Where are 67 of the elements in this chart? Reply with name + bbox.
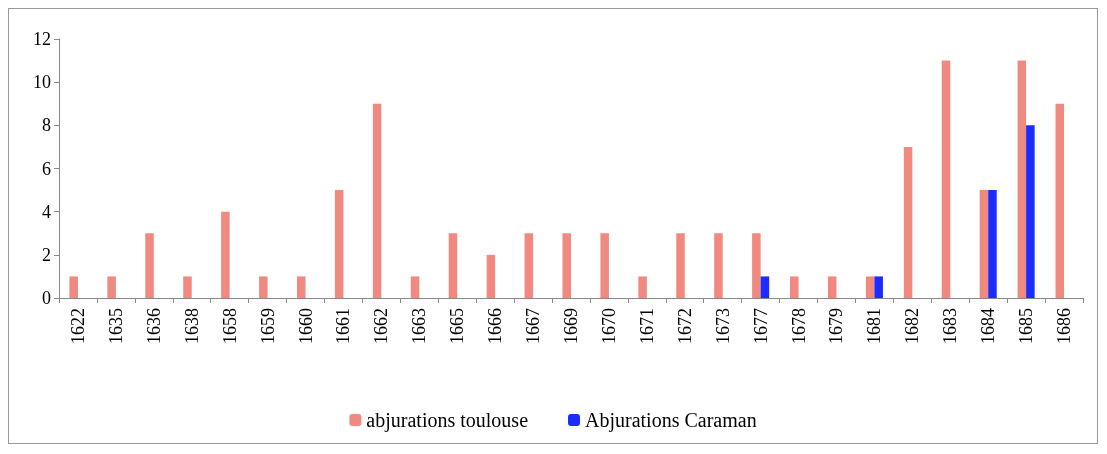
bar [69, 276, 78, 298]
bar [1055, 103, 1065, 298]
y-tick-label: 2 [42, 244, 51, 265]
bar [903, 146, 913, 298]
x-tick-label: 1683 [940, 308, 961, 344]
x-tick-label: 1660 [295, 308, 316, 344]
bar [790, 276, 799, 298]
bar [107, 276, 116, 298]
bar [827, 276, 837, 298]
x-tick-label: 1669 [561, 308, 581, 344]
x-tick-label: 1686 [1054, 308, 1075, 344]
x-tick-label: 1673 [712, 308, 733, 344]
bar [1026, 125, 1035, 298]
x-tick-label: 1685 [1016, 308, 1037, 344]
x-tick-label: 1658 [219, 308, 240, 344]
x-tick-label: 1679 [826, 308, 847, 344]
x-tick-label: 1622 [67, 308, 88, 344]
bar [865, 276, 875, 298]
y-tick-label: 12 [33, 29, 51, 49]
x-tick-label: 1667 [523, 308, 544, 344]
y-tick-label: 0 [42, 288, 51, 308]
bar [259, 276, 268, 298]
x-tick-label: 1661 [333, 308, 354, 344]
y-tick-label: 6 [42, 158, 51, 179]
x-tick-label: 1635 [105, 308, 126, 344]
x-tick-label: 1682 [902, 308, 923, 344]
bar [221, 211, 230, 298]
y-tick-label: 4 [42, 201, 51, 222]
bar [760, 276, 770, 298]
legend-label: abjurations toulouse [366, 409, 529, 432]
x-tick-label: 1670 [598, 308, 619, 344]
bar [941, 60, 951, 298]
legend-label: Abjurations Caraman [585, 409, 757, 432]
x-tick-label: 1671 [636, 308, 657, 344]
x-tick-label: 1672 [674, 308, 695, 344]
bar [714, 233, 723, 298]
bar [183, 276, 192, 298]
bar [1017, 60, 1027, 298]
bar [638, 276, 647, 298]
bar [296, 276, 306, 298]
bar [145, 233, 154, 298]
bar [600, 233, 609, 298]
x-tick-label: 1665 [447, 308, 468, 344]
x-tick-label: 1638 [181, 308, 202, 344]
x-tick-label: 1684 [978, 308, 999, 344]
y-tick-label: 8 [42, 115, 51, 136]
y-tick-label: 10 [33, 72, 51, 93]
x-tick-label: 1663 [409, 308, 430, 344]
bar [372, 103, 382, 298]
bar [979, 190, 989, 298]
bar [988, 190, 997, 298]
bar [486, 254, 496, 298]
x-tick-label: 1677 [750, 308, 771, 344]
x-tick-label: 1659 [257, 308, 278, 344]
bar [676, 233, 685, 298]
bar [334, 190, 344, 298]
bar [562, 233, 571, 298]
bar [752, 233, 761, 298]
x-tick-label: 1666 [485, 308, 506, 344]
bar [874, 276, 883, 298]
x-tick-label: 1678 [788, 308, 809, 344]
x-tick-label: 1681 [864, 308, 885, 344]
bar [410, 276, 420, 298]
x-tick-label: 1636 [143, 308, 164, 344]
bar [524, 233, 534, 298]
x-tick-label: 1662 [371, 308, 392, 344]
bar [448, 233, 458, 298]
